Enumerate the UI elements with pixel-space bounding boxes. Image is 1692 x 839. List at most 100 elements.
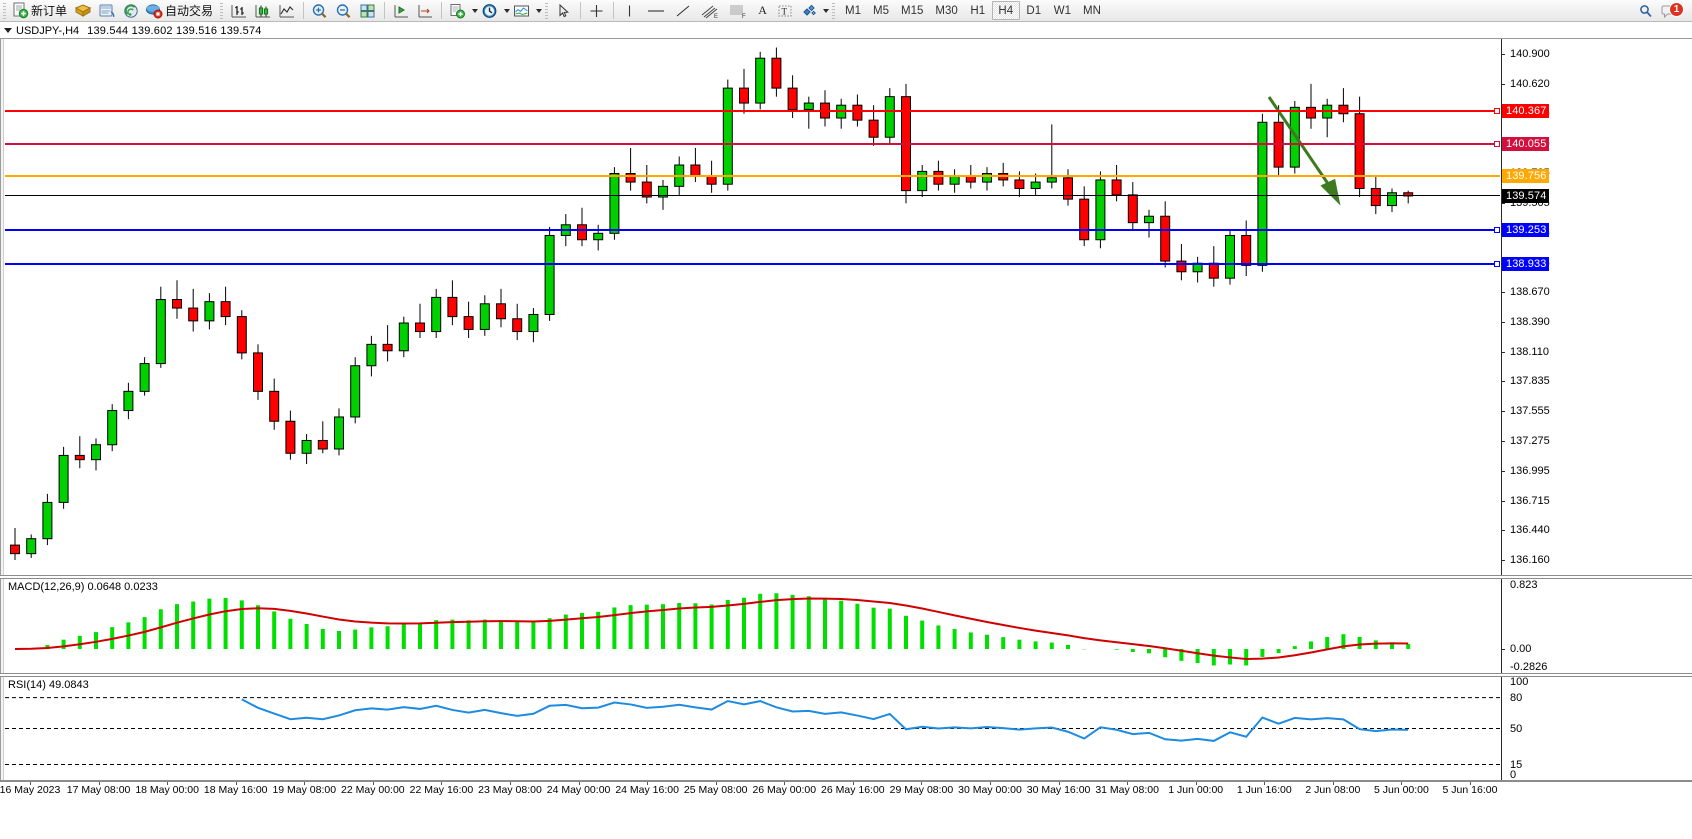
timeframe-d1[interactable]: D1	[1026, 4, 1042, 17]
level-line-resistance-2[interactable]	[5, 143, 1500, 146]
navigator-button[interactable]	[95, 1, 119, 21]
equidistant-channel-button[interactable]: E	[696, 1, 724, 21]
new-order-icon	[13, 2, 29, 19]
time-axis-tick	[578, 782, 580, 785]
price-axis-label: 140.620	[1510, 77, 1550, 90]
candle-body	[1370, 187, 1381, 207]
down-trend-arrow-icon[interactable]	[5, 39, 1500, 575]
price-tag-current-price[interactable]: 139.574	[1502, 188, 1550, 203]
navigator-icon	[99, 4, 115, 17]
search-button[interactable]	[1634, 1, 1658, 21]
tile-windows-button[interactable]	[356, 1, 380, 21]
toolbar-grip[interactable]	[1, 1, 8, 20]
price-tag-pivot[interactable]: 139.756	[1502, 169, 1550, 184]
price-axis-label: 137.555	[1510, 405, 1550, 418]
time-axis-label: 30 May 16:00	[1026, 784, 1091, 796]
templates-button[interactable]	[446, 1, 470, 21]
time-axis-label: 31 May 08:00	[1095, 784, 1159, 796]
level-line-current-price[interactable]	[5, 195, 1500, 197]
price-axis-tick	[1502, 321, 1505, 323]
chart-symbol-label: USDJPY-,H4	[16, 24, 80, 37]
autotrading-button[interactable]: 自动交易	[143, 1, 217, 21]
cursor-button[interactable]	[552, 1, 576, 21]
candle-body	[577, 224, 587, 241]
candlestick-chart-button[interactable]	[251, 1, 275, 21]
toolbar-separator-4	[580, 2, 582, 19]
candle-body	[593, 232, 604, 241]
level-line-resistance-1[interactable]	[5, 109, 1500, 112]
macd-axis[interactable]: 0.823 0.00 -0.2826	[1502, 579, 1692, 673]
vertical-line-icon	[628, 5, 631, 16]
bar-chart-button[interactable]	[227, 1, 251, 21]
toolbar-grip-4[interactable]	[830, 1, 838, 20]
rsi-axis-label: 100	[1510, 676, 1529, 688]
timeframe-h1[interactable]: H1	[970, 4, 986, 17]
objects-button[interactable]	[797, 1, 821, 21]
crosshair-button[interactable]	[585, 1, 609, 21]
level-handle-resistance-1[interactable]	[1494, 107, 1500, 114]
timeframe-m5[interactable]: M5	[873, 4, 890, 17]
line-chart-button[interactable]	[275, 1, 299, 21]
templates-dropdown-caret[interactable]	[472, 8, 479, 13]
timeframe-m15[interactable]: M15	[901, 4, 924, 17]
text-button[interactable]: A	[752, 1, 773, 21]
zoom-in-button[interactable]	[308, 1, 332, 21]
vertical-line-button[interactable]	[618, 1, 642, 21]
toolbar-grip-3[interactable]	[543, 1, 551, 20]
time-axis-tick	[30, 782, 31, 785]
timeframe-h4[interactable]: H4	[991, 1, 1020, 20]
indicators-dropdown-caret[interactable]	[536, 8, 543, 13]
fibonacci-button[interactable]: F	[724, 1, 752, 21]
price-axis-rail	[1501, 39, 1502, 575]
level-handle-support-1[interactable]	[1494, 226, 1500, 233]
rsi-plot-area[interactable]	[5, 677, 1500, 780]
candle-body	[236, 316, 247, 354]
data-window-button[interactable]	[71, 1, 95, 21]
price-tag-support-1[interactable]: 139.253	[1502, 222, 1550, 237]
price-axis-tick	[1502, 470, 1505, 472]
indicators-button[interactable]	[510, 1, 534, 21]
period-dropdown-caret[interactable]	[504, 8, 511, 13]
level-line-support-2[interactable]	[5, 262, 1500, 265]
level-line-pivot[interactable]	[5, 175, 1500, 178]
macd-axis-label: 0.823	[1510, 579, 1538, 591]
objects-dropdown-caret[interactable]	[823, 8, 830, 13]
price-tag-support-2[interactable]: 138.933	[1502, 256, 1550, 271]
candle-body	[220, 301, 231, 318]
alerts-button[interactable]: 1	[1658, 1, 1684, 21]
price-pane[interactable]: 140.900140.620140.345140.065139.785139.5…	[0, 38, 1692, 576]
price-plot-area[interactable]	[5, 39, 1500, 575]
trend-line-button[interactable]	[670, 1, 696, 21]
timeframe-m30[interactable]: M30	[935, 4, 958, 17]
templates-icon	[450, 3, 466, 18]
auto-scroll-button[interactable]	[389, 1, 413, 21]
macd-plot-area[interactable]	[5, 579, 1500, 673]
toolbar-grip-2[interactable]	[218, 1, 226, 20]
price-axis[interactable]: 140.900140.620140.345140.065139.785139.5…	[1502, 39, 1692, 575]
text-label-button[interactable]: T	[773, 1, 797, 21]
new-order-button[interactable]: 新订单	[10, 1, 71, 21]
chart-shift-button[interactable]	[413, 1, 437, 21]
rsi-axis[interactable]: 100 80 50 15 0	[1502, 676, 1692, 781]
time-axis-label: 18 May 00:00	[135, 784, 199, 796]
signals-button[interactable]	[119, 1, 143, 21]
auto-scroll-icon	[394, 4, 409, 17]
period-button[interactable]	[478, 1, 502, 21]
candle-body	[641, 181, 652, 198]
level-handle-resistance-2[interactable]	[1494, 141, 1500, 148]
chart-menu-caret-icon[interactable]	[4, 28, 12, 33]
zoom-out-button[interactable]	[332, 1, 356, 21]
zoom-in-icon	[312, 3, 327, 18]
level-handle-support-2[interactable]	[1494, 260, 1500, 267]
price-tag-resistance-2[interactable]: 140.055	[1502, 137, 1550, 152]
main-toolbar: 新订单	[0, 0, 1692, 22]
timeframe-mn[interactable]: MN	[1083, 4, 1101, 17]
price-tag-resistance-1[interactable]: 140.367	[1502, 103, 1550, 118]
timeframe-w1[interactable]: W1	[1053, 4, 1072, 17]
rsi-pane[interactable]: RSI(14) 49.0843 100 80 50 15 0	[0, 676, 1692, 781]
horizontal-line-button[interactable]	[642, 1, 670, 21]
time-axis[interactable]: 16 May 2023 17 May 08:00 18 May 00:00 18 Ma…	[0, 781, 1692, 839]
level-line-support-1[interactable]	[5, 228, 1500, 231]
macd-pane[interactable]: MACD(12,26,9) 0.0648 0.0233 0.823 0.00 -0.…	[0, 578, 1692, 674]
timeframe-m1[interactable]: M1	[845, 4, 862, 17]
